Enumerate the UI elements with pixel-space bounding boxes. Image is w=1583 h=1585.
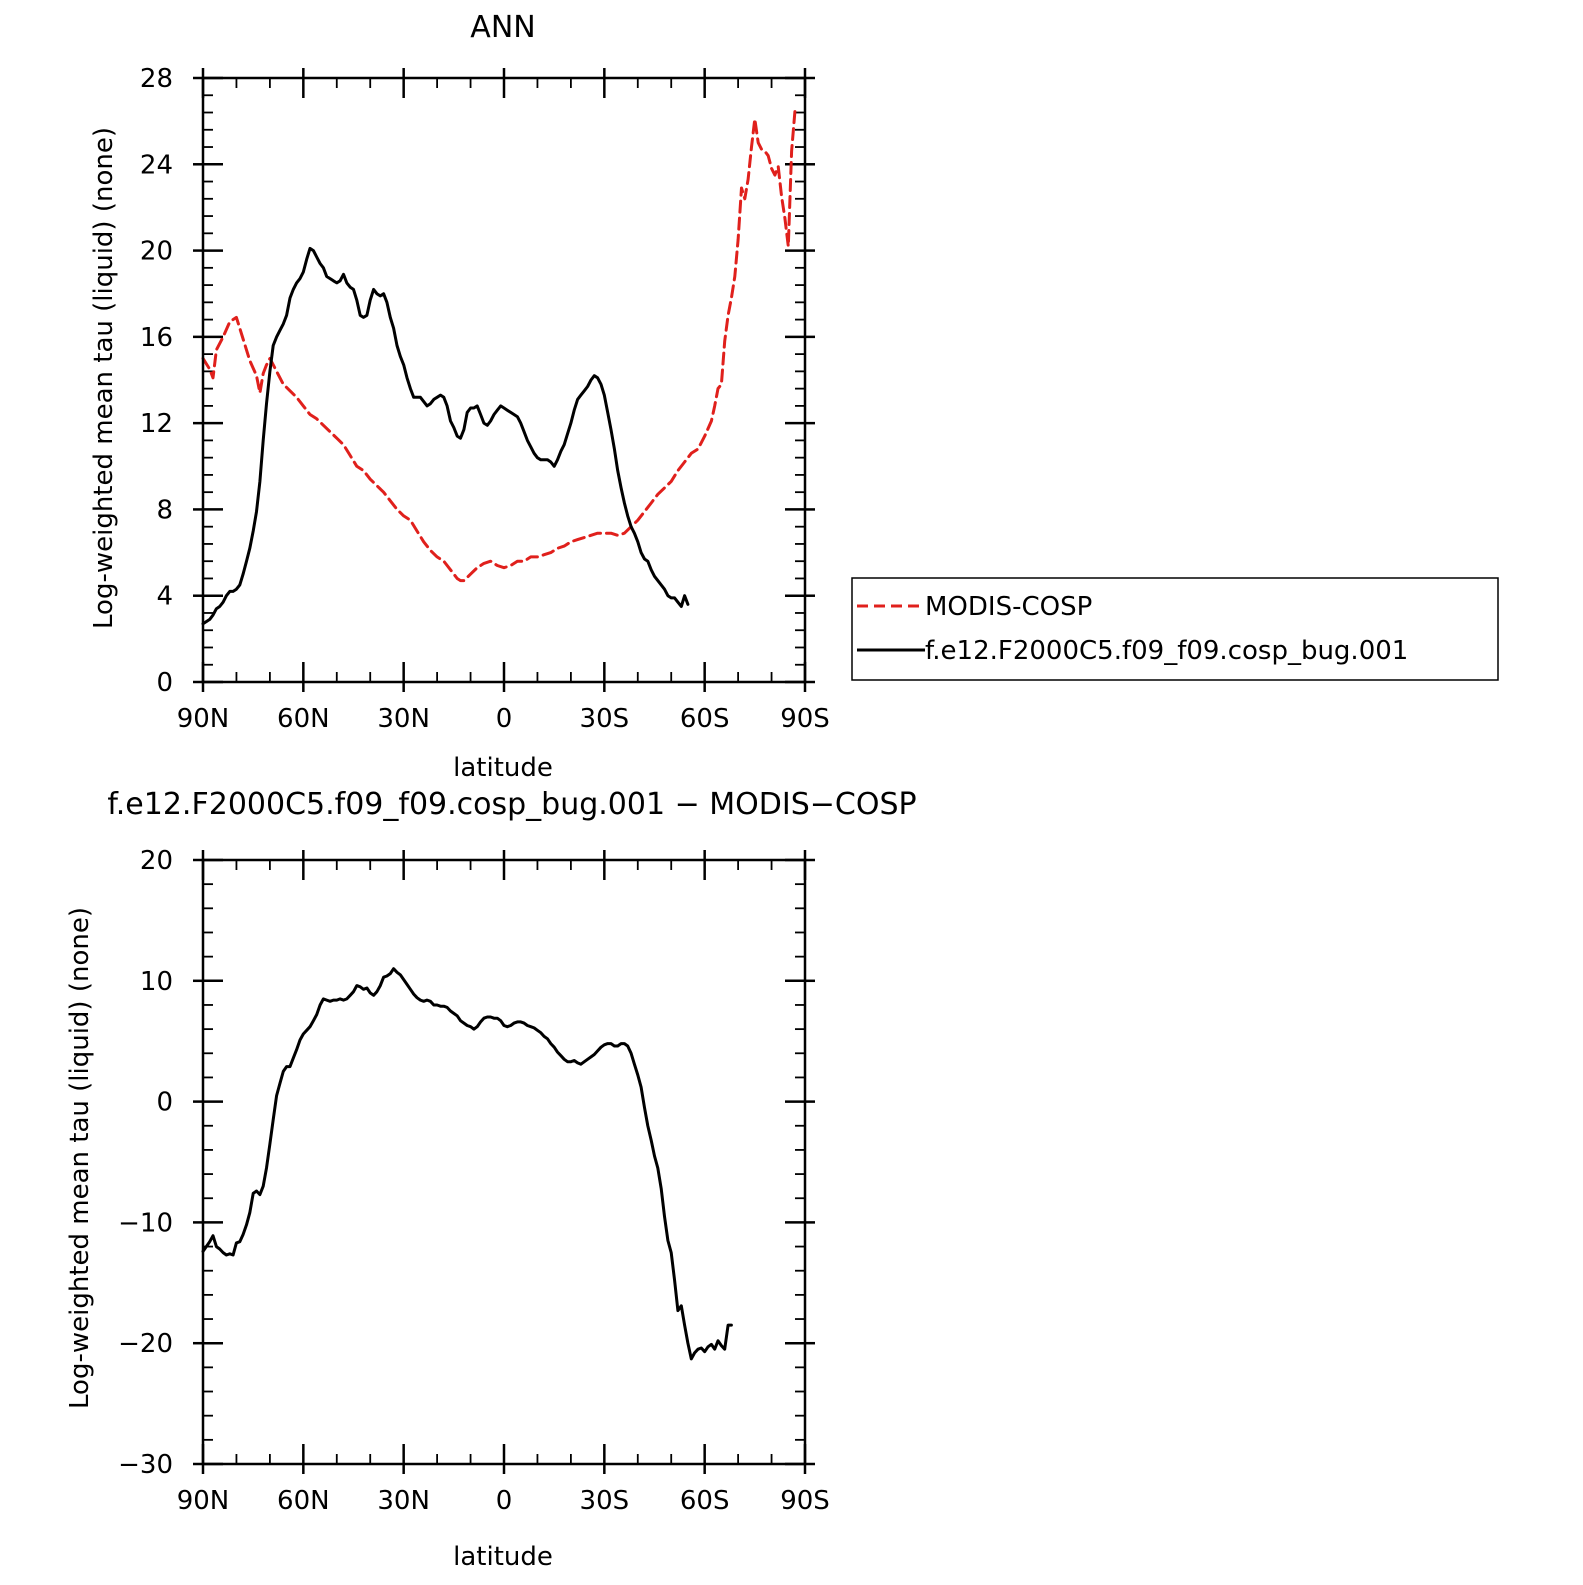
- bottom-plot-series: [201, 967, 733, 1361]
- y-tick-label: 16: [140, 323, 173, 353]
- y-tick-label: 0: [156, 668, 173, 698]
- bottom-panel: f.e12.F2000C5.f09_f09.cosp_bug.001 − MOD…: [65, 787, 917, 1572]
- top-x-axis-label: latitude: [453, 753, 553, 783]
- x-tick-label: 90S: [780, 704, 830, 734]
- top-series-line-1: [201, 246, 690, 626]
- bottom-x-axis-label: latitude: [453, 1542, 553, 1572]
- x-tick-label: 30N: [377, 1486, 430, 1516]
- y-tick-label: 0: [156, 1088, 173, 1118]
- y-tick-label: −30: [118, 1450, 173, 1480]
- x-tick-label: 30N: [377, 704, 430, 734]
- legend: MODIS-COSP f.e12.F2000C5.f09_f09.cosp_bu…: [851, 577, 1499, 681]
- x-tick-label: 90N: [177, 1486, 230, 1516]
- y-tick-label: 12: [140, 409, 173, 439]
- y-tick-label: 8: [156, 495, 173, 525]
- y-tick-label: 20: [140, 237, 173, 267]
- x-tick-label: 90N: [177, 704, 230, 734]
- bottom-axis-ticks: 90N 60N 30N 0 30S 60S 90S −30 −20 −10 0 10 20: [118, 846, 830, 1516]
- legend-label-model: f.e12.F2000C5.f09_f09.cosp_bug.001: [925, 636, 1408, 666]
- legend-label-modis-cosp: MODIS-COSP: [925, 592, 1092, 622]
- top-y-axis-label: Log-weighted mean tau (liquid) (none): [89, 127, 119, 629]
- x-tick-label: 60S: [680, 1486, 730, 1516]
- x-tick-label: 60N: [277, 1486, 330, 1516]
- y-tick-label: 24: [140, 150, 173, 180]
- top-plot-frame: [201, 76, 807, 684]
- legend-frame: [851, 577, 1499, 681]
- y-tick-label: 28: [140, 64, 173, 94]
- bottom-y-axis-label: Log-weighted mean tau (liquid) (none): [65, 907, 95, 1409]
- y-tick-label: −20: [118, 1329, 173, 1359]
- y-tick-label: 20: [140, 846, 173, 876]
- y-tick-label: −10: [118, 1208, 173, 1238]
- x-tick-label: 0: [496, 704, 513, 734]
- top-chart-title: ANN: [470, 10, 535, 45]
- x-tick-label: 60N: [277, 704, 330, 734]
- bottom-plot-frame: [201, 858, 807, 1466]
- top-plot-series: [201, 108, 797, 626]
- bottom-chart-title: f.e12.F2000C5.f09_f09.cosp_bug.001 − MOD…: [107, 787, 916, 822]
- x-tick-label: 30S: [580, 1486, 630, 1516]
- x-tick-label: 60S: [680, 704, 730, 734]
- x-tick-label: 0: [496, 1486, 513, 1516]
- top-panel: ANN Log-weighted mean tau (liquid) (none…: [89, 10, 830, 783]
- bottom-series-line-0: [201, 967, 733, 1361]
- x-tick-label: 30S: [580, 704, 630, 734]
- x-tick-label: 90S: [780, 1486, 830, 1516]
- top-axis-ticks: 90N 60N 30N 0 30S 60S 90S 0 4 8 12 16 20 24 28: [140, 64, 830, 734]
- y-tick-label: 10: [140, 967, 173, 997]
- y-tick-label: 4: [156, 582, 173, 612]
- top-series-line-0: [201, 108, 797, 583]
